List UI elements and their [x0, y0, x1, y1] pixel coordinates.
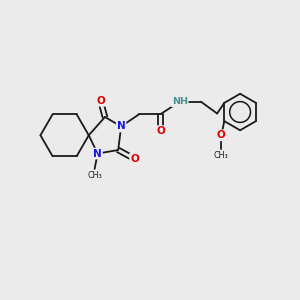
Text: NH: NH — [172, 97, 188, 106]
Text: CH₃: CH₃ — [87, 171, 102, 180]
Text: O: O — [130, 154, 139, 164]
Text: O: O — [217, 130, 226, 140]
Text: N: N — [117, 122, 125, 131]
Text: O: O — [96, 96, 105, 106]
Text: O: O — [156, 126, 165, 136]
Text: N: N — [93, 148, 102, 158]
Text: CH₃: CH₃ — [214, 151, 229, 160]
